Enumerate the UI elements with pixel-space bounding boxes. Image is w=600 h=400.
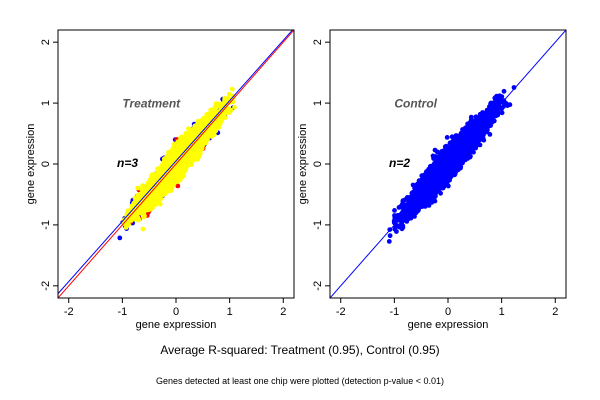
data-point (140, 226, 146, 232)
data-point (135, 185, 141, 191)
data-point (157, 201, 163, 207)
data-point (117, 235, 123, 241)
data-point (211, 132, 216, 138)
data-point (175, 183, 181, 189)
data-point (226, 91, 232, 97)
data-point (232, 104, 237, 110)
